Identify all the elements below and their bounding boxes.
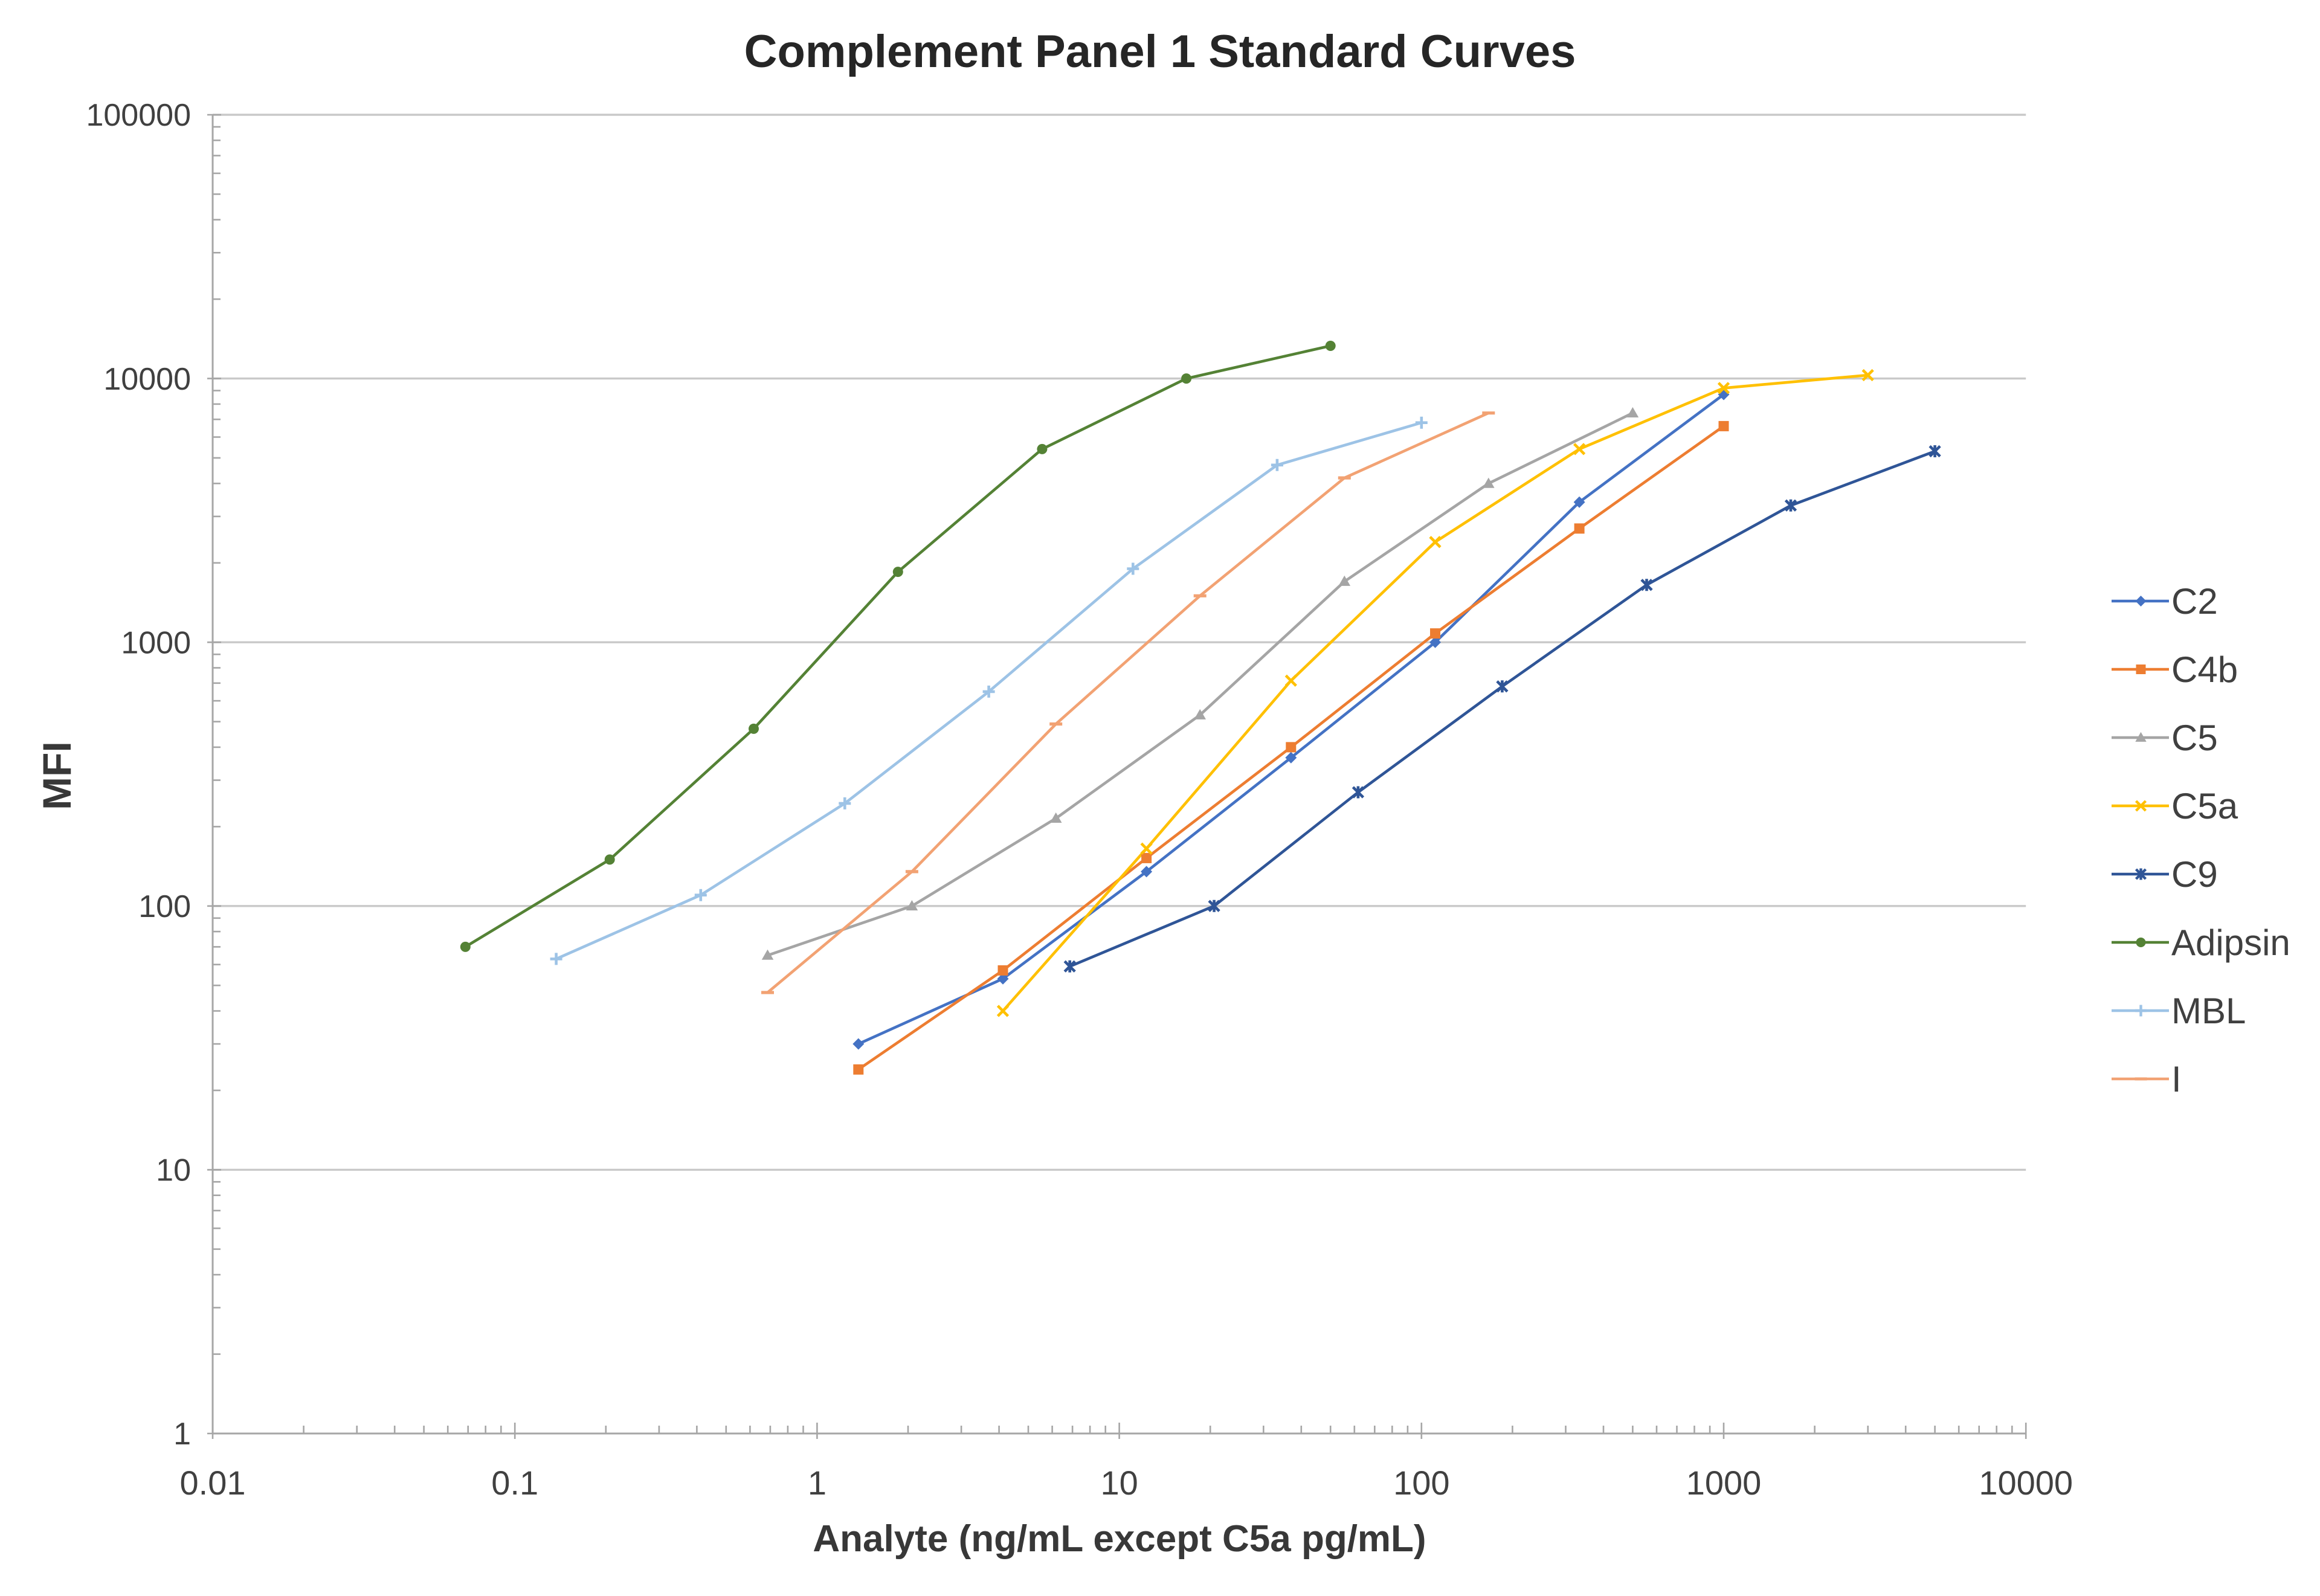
svg-text:1: 1 xyxy=(173,1417,191,1452)
svg-text:Complement Panel 1 Standard Cu: Complement Panel 1 Standard Curves xyxy=(744,26,1576,77)
svg-text:10000: 10000 xyxy=(103,362,191,397)
svg-text:I: I xyxy=(2171,1059,2182,1099)
svg-text:1000: 1000 xyxy=(1686,1464,1762,1502)
svg-text:1: 1 xyxy=(808,1464,826,1502)
svg-text:0.1: 0.1 xyxy=(491,1464,538,1502)
svg-text:100000: 100000 xyxy=(86,98,191,133)
svg-text:Adipsin: Adipsin xyxy=(2171,922,2290,963)
svg-text:C5: C5 xyxy=(2171,718,2218,758)
svg-text:C9: C9 xyxy=(2171,854,2218,895)
svg-text:MBL: MBL xyxy=(2171,991,2246,1031)
svg-text:C2: C2 xyxy=(2171,581,2218,622)
svg-text:10000: 10000 xyxy=(1979,1464,2073,1502)
svg-text:MFI: MFI xyxy=(34,741,79,810)
svg-text:1000: 1000 xyxy=(121,625,191,660)
svg-text:0.01: 0.01 xyxy=(180,1464,246,1502)
svg-text:C4b: C4b xyxy=(2171,649,2238,690)
svg-text:10: 10 xyxy=(156,1153,191,1188)
svg-text:10: 10 xyxy=(1100,1464,1138,1502)
svg-text:C5a: C5a xyxy=(2171,786,2238,826)
svg-text:100: 100 xyxy=(138,889,191,924)
svg-text:Analyte (ng/mL except C5a pg/m: Analyte (ng/mL except C5a pg/mL) xyxy=(813,1518,1426,1560)
svg-text:100: 100 xyxy=(1393,1464,1449,1502)
